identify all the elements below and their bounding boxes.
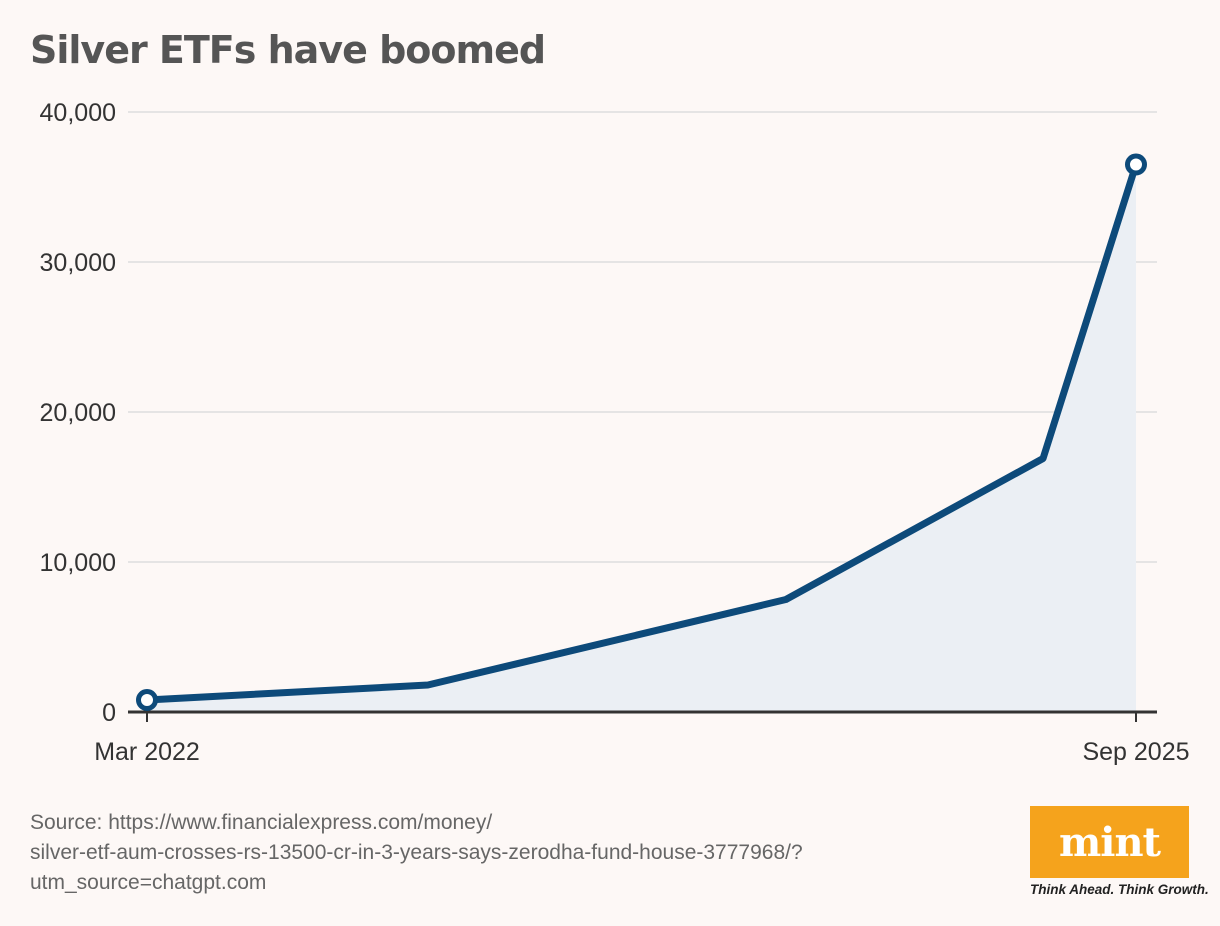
y-tick-label: 10,000 — [40, 549, 116, 577]
series-line — [143, 161, 1140, 704]
chart: 0 10,000 20,000 30,000 40,000 Mar 2022 Sep 20… — [40, 99, 1190, 766]
source-line: Source: https://www.financialexpress.com… — [30, 811, 493, 834]
mint-logo: mint — [1030, 806, 1189, 878]
y-tick-label: 40,000 — [40, 99, 116, 127]
y-tick-label: 30,000 — [40, 249, 116, 277]
x-tick-label: Sep 2025 — [1082, 738, 1189, 766]
data-point-marker — [136, 689, 158, 711]
source-note: Source: https://www.financialexpress.com… — [30, 808, 930, 898]
data-point-marker — [1125, 153, 1147, 176]
area-fill — [147, 164, 1136, 712]
source-line: utm_source=chatgpt.com — [30, 871, 267, 894]
x-axis-ticks: Mar 2022 Sep 2025 — [94, 712, 1190, 766]
chart-title: Silver ETFs have boomed — [30, 28, 546, 72]
logo-tagline: Think Ahead. Think Growth. — [1030, 882, 1209, 897]
y-axis-ticks: 0 10,000 20,000 30,000 40,000 — [40, 99, 116, 727]
x-tick-label: Mar 2022 — [94, 738, 200, 766]
logo-wordmark: mint — [1058, 818, 1161, 866]
y-tick-label: 20,000 — [40, 399, 116, 427]
y-tick-label: 0 — [102, 699, 116, 727]
source-line: silver-etf-aum-crosses-rs-13500-cr-in-3-… — [30, 841, 803, 864]
endpoint-markers — [136, 153, 1147, 711]
